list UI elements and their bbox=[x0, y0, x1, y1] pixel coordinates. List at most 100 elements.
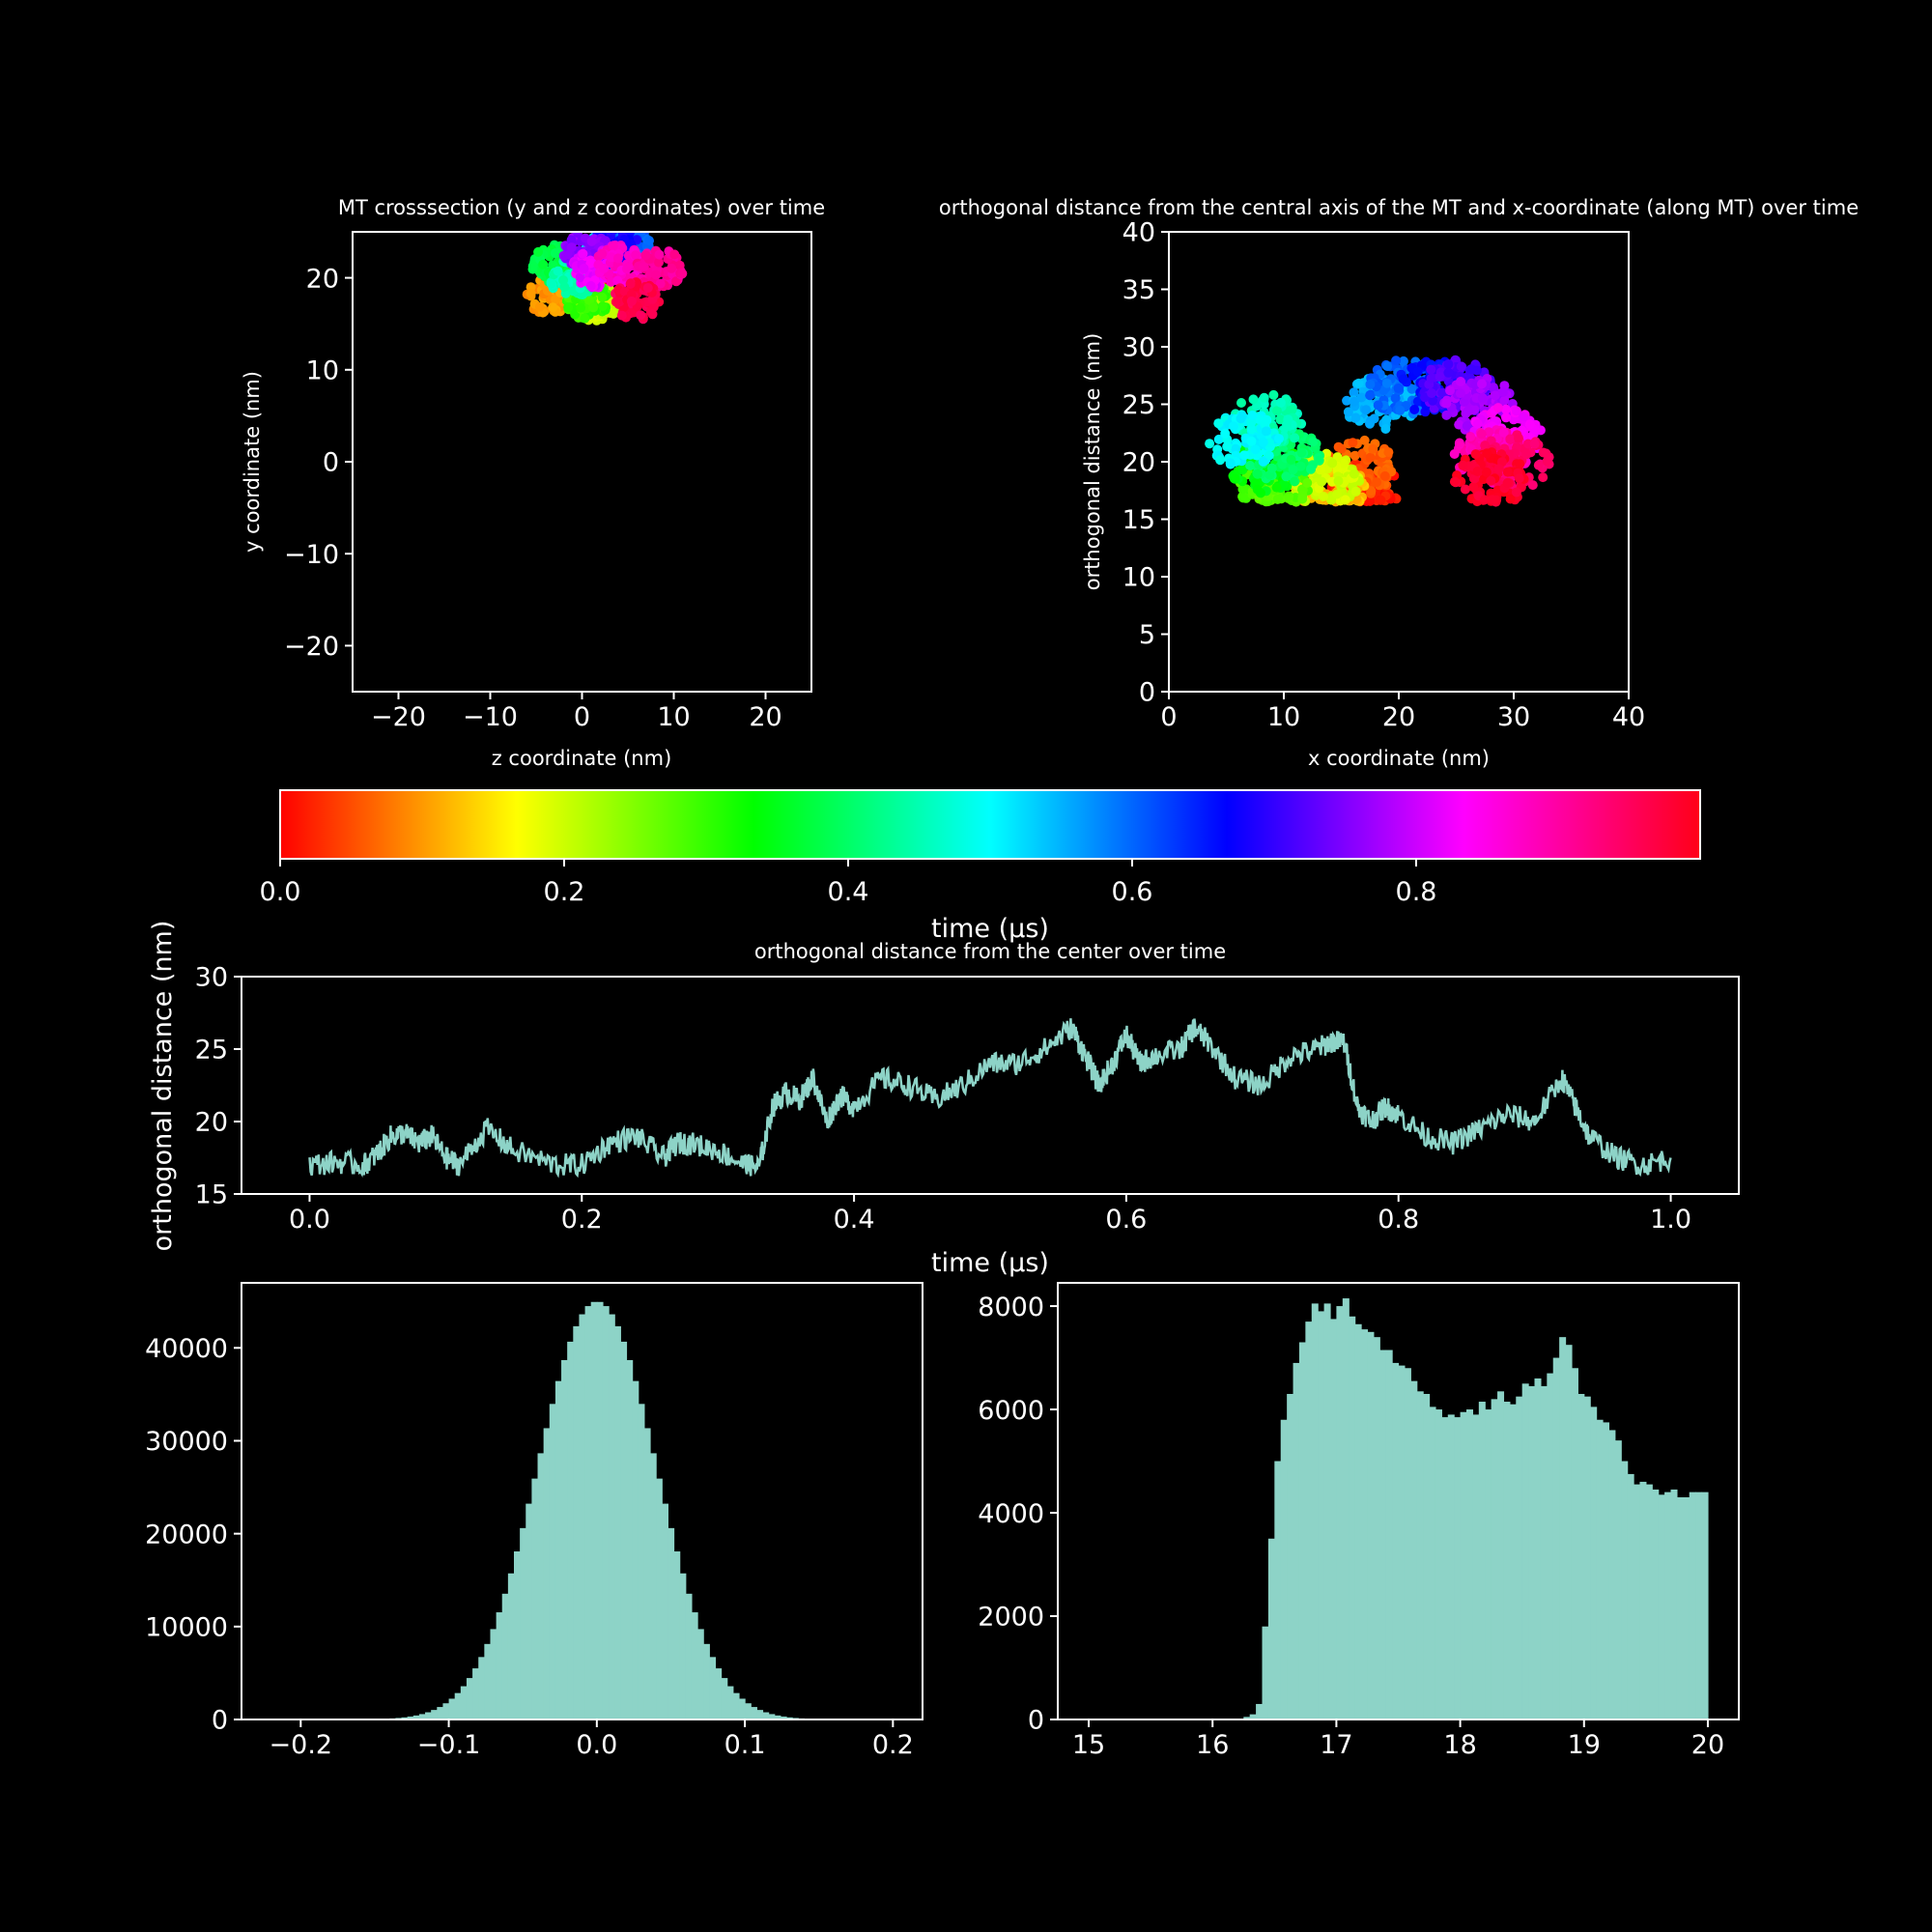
hist-left-bar bbox=[401, 1717, 409, 1719]
crosssection-point bbox=[626, 296, 637, 306]
hist-left-bar bbox=[751, 1707, 757, 1719]
hist-right-bar bbox=[1516, 1396, 1523, 1719]
orth-vs-x-point bbox=[1514, 433, 1523, 443]
crosssection-point bbox=[597, 301, 608, 311]
hist-right-bar bbox=[1404, 1368, 1411, 1719]
orth-vs-x-point bbox=[1502, 477, 1513, 488]
orth-vs-x-point bbox=[1458, 460, 1468, 470]
orth-vs-x-point bbox=[1472, 467, 1483, 476]
orth-vs-x-point bbox=[1359, 435, 1370, 445]
orth-vs-x-point bbox=[1449, 449, 1460, 459]
hist-right-bar bbox=[1287, 1394, 1294, 1719]
hist-left-bar bbox=[437, 1707, 444, 1719]
orth-vs-x-point bbox=[1449, 476, 1460, 487]
hist-right-xtick-label: 20 bbox=[1691, 1730, 1724, 1760]
hist-left-bar bbox=[573, 1325, 581, 1719]
orth-vs-x-point bbox=[1260, 419, 1270, 429]
crosssection-point bbox=[631, 250, 641, 261]
hist-right-bar bbox=[1639, 1481, 1647, 1719]
orth-vs-x-point bbox=[1336, 443, 1347, 454]
orth-vs-x-point bbox=[1443, 367, 1454, 378]
crosssection-point bbox=[609, 308, 619, 319]
hist-right-bar bbox=[1485, 1409, 1492, 1719]
orth-vs-x-ytick-label: 15 bbox=[1122, 505, 1155, 535]
hist-right-bar bbox=[1478, 1402, 1486, 1719]
hist-left-xtick-label: −0.2 bbox=[270, 1730, 333, 1760]
orth-vs-x-points bbox=[1205, 355, 1554, 507]
hist-right-bar bbox=[1454, 1417, 1462, 1719]
hist-left-bar bbox=[590, 1301, 598, 1719]
orth-vs-x-point bbox=[1382, 361, 1393, 372]
crosssection-point bbox=[566, 242, 577, 253]
orth-vs-x-point bbox=[1295, 461, 1306, 471]
hist-left-bar bbox=[691, 1612, 698, 1719]
hist-right-bar bbox=[1361, 1329, 1369, 1719]
orth-vs-x-point bbox=[1381, 378, 1392, 388]
hist-right-bar bbox=[1577, 1394, 1585, 1719]
orth-vs-x-point bbox=[1246, 424, 1257, 435]
hist-right-bar bbox=[1410, 1380, 1418, 1719]
orth-vs-x-point bbox=[1499, 395, 1510, 406]
hist-right-bar bbox=[1534, 1378, 1542, 1719]
orth-vs-x-point bbox=[1490, 390, 1500, 401]
orth-vs-x-point bbox=[1489, 383, 1498, 393]
crosssection-xtick-label: −10 bbox=[463, 702, 518, 732]
crosssection-point bbox=[566, 235, 577, 245]
orth-vs-x-point bbox=[1515, 459, 1525, 469]
orth-vs-x-xtick-label: 0 bbox=[1160, 702, 1177, 732]
orth-vs-x-point bbox=[1466, 364, 1476, 375]
hist-right-xtick-label: 19 bbox=[1568, 1730, 1601, 1760]
hist-left-bar bbox=[531, 1478, 539, 1719]
orth-vs-x-point bbox=[1412, 366, 1423, 377]
orth-vs-x-point bbox=[1463, 406, 1473, 416]
crosssection-point bbox=[579, 263, 589, 273]
orth-vs-x-point bbox=[1428, 395, 1438, 406]
orth-vs-x-xtick-label: 20 bbox=[1382, 702, 1415, 732]
crosssection-ytick-label: 10 bbox=[306, 356, 339, 386]
hist-right-bar bbox=[1429, 1406, 1436, 1719]
orth-vs-x-point bbox=[1319, 492, 1328, 501]
orth-vs-x-point bbox=[1524, 419, 1535, 430]
orth-vs-x-point bbox=[1465, 432, 1476, 441]
orth-vs-x-point bbox=[1366, 486, 1377, 497]
orth-time-ytick-label: 25 bbox=[195, 1036, 228, 1065]
orth-vs-x-point bbox=[1519, 412, 1529, 422]
crosssection-axes: −20 −10 0 10 20 −20 −10 0 10 20 bbox=[284, 264, 782, 732]
orth-vs-x-point bbox=[1390, 393, 1401, 404]
hist-right-bar bbox=[1385, 1350, 1393, 1719]
orth-vs-x-point bbox=[1284, 491, 1294, 501]
orth-vs-x-point bbox=[1376, 495, 1386, 505]
orth-vs-x-point bbox=[1306, 464, 1316, 474]
crosssection-point bbox=[654, 249, 665, 260]
orth-vs-x-xtick-label: 30 bbox=[1497, 702, 1530, 732]
crosssection-point bbox=[576, 302, 586, 313]
crosssection-xtick-label: 0 bbox=[574, 702, 590, 732]
orth-vs-x-point bbox=[1356, 392, 1367, 403]
orth-vs-x-point bbox=[1435, 372, 1445, 382]
crosssection-point bbox=[623, 262, 634, 272]
hist-left-bar bbox=[697, 1629, 704, 1719]
orth-vs-x-point bbox=[1538, 472, 1548, 483]
orth-vs-x-point bbox=[1383, 447, 1394, 458]
hist-right-bar bbox=[1267, 1538, 1275, 1719]
hist-left-bar bbox=[431, 1710, 438, 1719]
orth-vs-x-point bbox=[1511, 406, 1521, 416]
crosssection-point bbox=[538, 259, 549, 270]
crosssection-point bbox=[647, 309, 658, 320]
hist-right-ytick-label: 8000 bbox=[978, 1293, 1044, 1322]
crosssection-point bbox=[526, 289, 536, 298]
crosssection-point bbox=[553, 266, 563, 276]
orth-vs-x-point bbox=[1250, 444, 1261, 455]
hist-right-bar bbox=[1596, 1419, 1604, 1719]
orth-time-xtick-label: 0.8 bbox=[1378, 1205, 1419, 1235]
crosssection-point bbox=[654, 257, 664, 268]
orth-vs-x-point bbox=[1264, 450, 1274, 461]
orth-vs-x-point bbox=[1391, 355, 1402, 366]
orth-vs-x-point bbox=[1317, 476, 1327, 487]
orth-vs-x-point bbox=[1230, 473, 1240, 484]
crosssection-point bbox=[533, 246, 544, 257]
orth-vs-x-cluster bbox=[1205, 410, 1284, 469]
hist-left-bar bbox=[579, 1314, 586, 1719]
orth-vs-x-point bbox=[1477, 379, 1487, 389]
orth-vs-x-point bbox=[1215, 455, 1226, 466]
